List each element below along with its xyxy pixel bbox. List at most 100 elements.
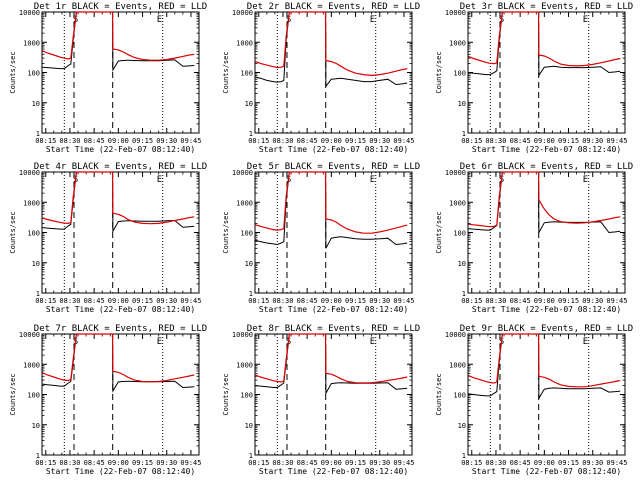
y-tick-label: 1000 [236, 361, 253, 369]
x-tick-label: 09:30 [156, 297, 177, 305]
y-tick-label: 10 [32, 422, 40, 430]
x-tick-label: 08:30 [59, 137, 80, 145]
panel-3: Det 3r BLACK = Events, RED = LLD 1 10 100 10… [435, 2, 633, 154]
y-tick-label: 1 [249, 290, 253, 298]
x-tick-label: 08:30 [59, 297, 80, 305]
x-axis-label: Start Time (22-Feb-07 08:12:40) [46, 467, 195, 476]
x-tick-label: 09:45 [180, 137, 201, 145]
x-tick-label: 09:45 [606, 459, 627, 467]
y-tick-label: 1000 [449, 199, 466, 207]
x-axis-label: Start Time (22-Feb-07 08:12:40) [472, 145, 621, 154]
x-tick-label: 09:30 [156, 137, 177, 145]
y-tick-label: 10000 [19, 331, 40, 339]
marker-letter-e: E [583, 15, 588, 25]
y-tick-label: 100 [240, 230, 253, 238]
y-tick-label: 1 [249, 130, 253, 138]
plot-frame [41, 171, 200, 294]
marker-letter-e: E [370, 175, 375, 185]
y-tick-label: 1000 [23, 39, 40, 47]
x-tick-label: 09:00 [534, 297, 555, 305]
y-tick-label: 1 [462, 130, 466, 138]
x-tick-label: 08:15 [248, 459, 269, 467]
y-tick-label: 1000 [23, 361, 40, 369]
y-tick-label: 100 [27, 230, 40, 238]
y-tick-label: 100 [453, 230, 466, 238]
y-tick-label: 1000 [236, 199, 253, 207]
panel-7: Det 7r BLACK = Events, RED = LLD 1 10 100 10… [9, 324, 207, 476]
y-tick-label: 10000 [445, 331, 466, 339]
events-series-line [468, 171, 621, 235]
x-tick-label: 09:00 [108, 297, 129, 305]
x-tick-label: 09:15 [132, 459, 153, 467]
plot-frame [41, 11, 200, 134]
marker-letter-e: E [583, 337, 588, 347]
lld-series-line [42, 11, 195, 61]
x-tick-label: 09:30 [582, 137, 603, 145]
x-axis-label: Start Time (22-Feb-07 08:12:40) [259, 467, 408, 476]
x-tick-label: 09:45 [606, 297, 627, 305]
x-tick-label: 09:00 [321, 137, 342, 145]
y-tick-label: 1000 [236, 39, 253, 47]
y-tick-label: 10000 [19, 169, 40, 177]
y-tick-label: 1000 [449, 361, 466, 369]
y-tick-label: 1 [462, 452, 466, 460]
lld-series-line [255, 333, 408, 384]
marker-letter-e: E [157, 15, 162, 25]
y-tick-label: 10000 [445, 9, 466, 17]
lld-series-line [468, 171, 621, 228]
x-tick-label: 09:30 [156, 459, 177, 467]
marker-letter-e: E [370, 337, 375, 347]
y-axis-label: Counts/sec [435, 211, 443, 253]
lld-series-line [42, 333, 195, 383]
x-tick-label: 08:15 [35, 459, 56, 467]
y-tick-label: 100 [240, 70, 253, 78]
x-tick-label: 09:15 [558, 297, 579, 305]
y-tick-label: 10 [245, 260, 253, 268]
marker-letter-e: E [157, 175, 162, 185]
x-tick-label: 09:15 [345, 137, 366, 145]
y-tick-label: 10000 [232, 9, 253, 17]
x-tick-label: 09:30 [369, 459, 390, 467]
panel-1: Det 1r BLACK = Events, RED = LLD 1 10 100 10… [9, 2, 207, 154]
x-tick-label: 08:15 [461, 137, 482, 145]
y-axis-label: Counts/sec [435, 51, 443, 93]
y-axis-label: Counts/sec [9, 373, 17, 415]
x-tick-label: 08:45 [84, 297, 105, 305]
y-tick-label: 1000 [23, 199, 40, 207]
events-series-line [42, 333, 195, 393]
x-tick-label: 08:30 [272, 137, 293, 145]
x-tick-label: 08:15 [461, 297, 482, 305]
panel-title: Det 3r BLACK = Events, RED = LLD [460, 2, 633, 12]
x-tick-label: 08:45 [84, 459, 105, 467]
y-axis-label: Counts/sec [9, 51, 17, 93]
x-tick-label: 09:00 [534, 459, 555, 467]
x-tick-label: 09:00 [108, 137, 129, 145]
y-tick-label: 10000 [232, 169, 253, 177]
marker-letter-e: E [370, 15, 375, 25]
y-tick-label: 1 [36, 452, 40, 460]
x-tick-label: 09:15 [345, 459, 366, 467]
panel-4: Det 4r BLACK = Events, RED = LLD 1 10 100 10… [9, 162, 207, 314]
x-axis-label: Start Time (22-Feb-07 08:12:40) [472, 467, 621, 476]
y-tick-label: 10 [458, 260, 466, 268]
events-series-line [255, 333, 408, 396]
lld-series-line [255, 11, 408, 77]
y-tick-label: 10 [245, 422, 253, 430]
events-series-line [42, 171, 195, 234]
panel-title: Det 6r BLACK = Events, RED = LLD [460, 162, 633, 172]
y-tick-label: 100 [453, 70, 466, 78]
y-tick-label: 10 [32, 260, 40, 268]
y-tick-label: 10000 [19, 9, 40, 17]
x-axis-label: Start Time (22-Feb-07 08:12:40) [46, 145, 195, 154]
y-tick-label: 100 [453, 392, 466, 400]
x-tick-label: 08:15 [248, 297, 269, 305]
plot-frame [467, 171, 626, 294]
y-axis-label: Counts/sec [9, 211, 17, 253]
plot-frame [41, 333, 200, 456]
x-tick-label: 08:30 [272, 459, 293, 467]
x-tick-label: 09:15 [132, 137, 153, 145]
events-series-line [255, 11, 408, 88]
plot-frame [254, 333, 413, 456]
x-tick-label: 08:30 [59, 459, 80, 467]
